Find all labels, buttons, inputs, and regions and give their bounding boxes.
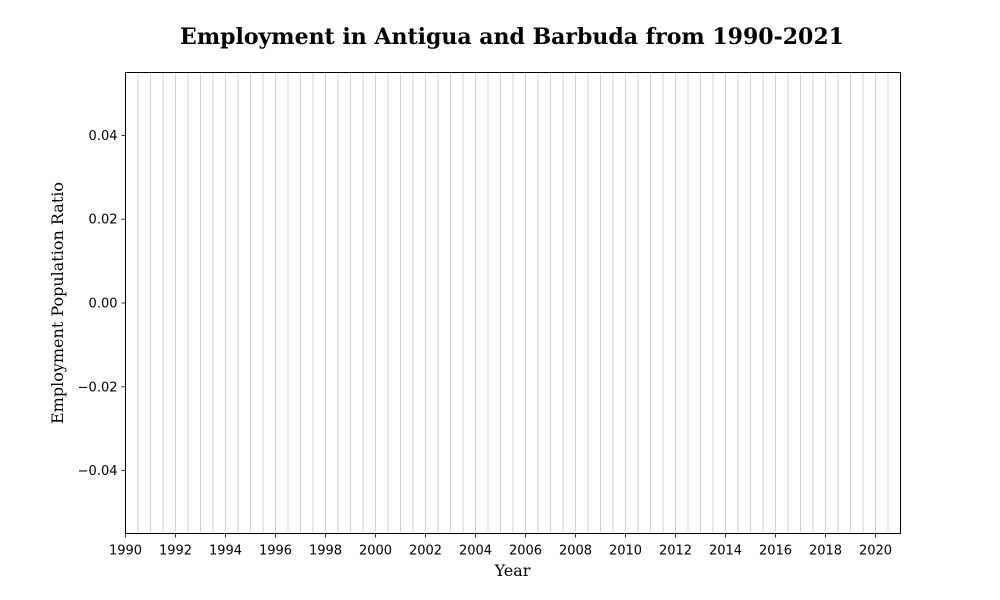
y-tick-label: −0.02 <box>78 380 118 395</box>
x-tick-label: 1994 <box>209 544 242 559</box>
x-tick-label: 2008 <box>559 544 592 559</box>
x-tick-label: 2000 <box>359 544 392 559</box>
x-tick-label: 1996 <box>259 544 292 559</box>
y-axis-label: Employment Population Ratio <box>48 182 67 424</box>
x-tick-label: 2014 <box>709 544 742 559</box>
x-tick-label: 1992 <box>159 544 192 559</box>
x-tick-label: 2004 <box>459 544 492 559</box>
x-tick-label: 2016 <box>759 544 792 559</box>
x-tick-label: 2012 <box>659 544 692 559</box>
x-tick-label: 1998 <box>309 544 342 559</box>
x-tick-label: 2018 <box>809 544 842 559</box>
y-tick-label: 0.00 <box>89 297 118 312</box>
y-tick-label: 0.02 <box>89 213 118 228</box>
gridlines <box>137 72 889 534</box>
chart-title: Employment in Antigua and Barbuda from 1… <box>180 24 844 50</box>
x-tick-label: 2002 <box>409 544 442 559</box>
y-tick-label: 0.04 <box>89 129 118 144</box>
x-tick-label: 1990 <box>109 544 142 559</box>
y-axis: 0.04 0.02 0.00 −0.02 −0.04 <box>78 129 126 479</box>
x-tick-label: 2010 <box>609 544 642 559</box>
x-axis-label: Year <box>494 561 531 580</box>
x-axis: 1990 1992 1994 1996 1998 2000 2002 2004 2006 2008… <box>109 533 892 559</box>
x-tick-label: 2020 <box>859 544 892 559</box>
x-tick-label: 2006 <box>509 544 542 559</box>
y-tick-label: −0.04 <box>78 464 118 479</box>
